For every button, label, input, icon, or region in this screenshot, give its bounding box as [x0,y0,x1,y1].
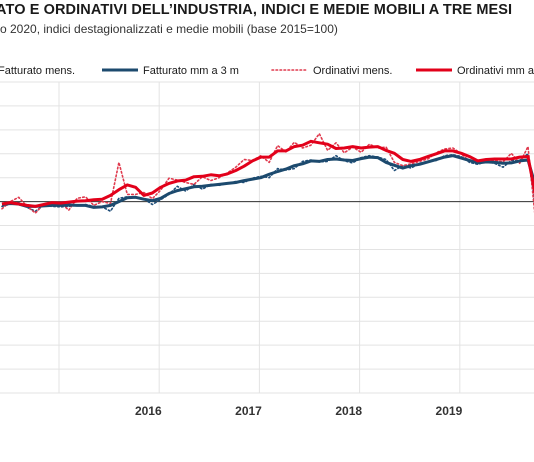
legend-label: Ordinativi mm a 3 m [457,65,534,77]
chart-title: ATO E ORDINATIVI DELL’INDUSTRIA, INDICI … [0,2,513,18]
chart-subtitle: o 2020, indici destagionalizzati e medie… [0,22,338,36]
series-line-3 [1,139,534,208]
legend-label: Fatturato mm a 3 m [143,65,239,77]
legend-label: Ordinativi mens. [313,65,392,77]
grid [0,81,534,394]
series-line-2 [1,132,534,214]
x-tick-label: 2016 [135,404,162,418]
legend: Fatturato mens. Fatturato mm a 3 m Ordinat… [0,65,534,77]
series-line-1 [1,154,534,209]
legend-label: Fatturato mens. [0,65,75,77]
x-axis: 2016 2017 2018 2019 [135,404,463,418]
x-tick-label: 2017 [235,404,262,418]
series-line-0 [1,153,534,212]
x-tick-label: 2019 [436,404,463,418]
x-tick-label: 2018 [335,404,362,418]
series-lines [1,132,534,214]
